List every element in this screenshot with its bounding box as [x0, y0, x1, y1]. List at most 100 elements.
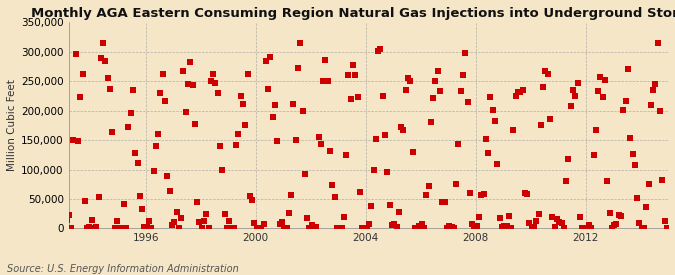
Point	[118, 201, 129, 206]
Point	[123, 125, 134, 129]
Point	[190, 122, 200, 126]
Point	[421, 193, 432, 197]
Point	[318, 79, 329, 84]
Point	[481, 136, 491, 141]
Point	[290, 138, 301, 142]
Point	[109, 226, 120, 231]
Point	[323, 78, 333, 83]
Point	[435, 89, 446, 94]
Point	[167, 222, 178, 227]
Point	[162, 174, 173, 178]
Point	[506, 226, 516, 231]
Point	[185, 60, 196, 64]
Point	[460, 50, 470, 55]
Point	[437, 200, 448, 204]
Point	[572, 80, 583, 85]
Point	[455, 89, 466, 94]
Point	[579, 226, 590, 231]
Point	[625, 136, 636, 140]
Point	[540, 68, 551, 73]
Point	[616, 214, 626, 218]
Point	[311, 225, 322, 229]
Point	[375, 46, 386, 51]
Point	[98, 41, 109, 45]
Point	[208, 72, 219, 76]
Point	[263, 87, 273, 92]
Point	[336, 226, 347, 231]
Point	[405, 78, 416, 83]
Point	[643, 182, 654, 186]
Point	[510, 94, 521, 98]
Point	[244, 194, 255, 198]
Point	[591, 128, 601, 132]
Point	[286, 192, 296, 197]
Point	[655, 109, 666, 113]
Point	[538, 84, 549, 89]
Point	[346, 97, 356, 102]
Point	[497, 225, 508, 229]
Point	[439, 199, 450, 204]
Point	[173, 226, 184, 231]
Point	[485, 95, 496, 99]
Point	[114, 226, 125, 231]
Point	[597, 95, 608, 100]
Point	[377, 93, 388, 98]
Point	[221, 226, 232, 231]
Point	[549, 225, 560, 230]
Point	[226, 226, 237, 231]
Point	[236, 94, 246, 98]
Point	[70, 52, 81, 56]
Point	[284, 211, 294, 215]
Point	[247, 198, 258, 202]
Point	[614, 213, 624, 218]
Point	[428, 95, 439, 100]
Point	[593, 89, 603, 94]
Point	[366, 204, 377, 208]
Point	[352, 95, 363, 99]
Point	[348, 63, 358, 67]
Point	[88, 226, 99, 231]
Point	[180, 110, 191, 114]
Point	[251, 226, 262, 230]
Point	[304, 226, 315, 231]
Point	[171, 210, 182, 214]
Point	[373, 48, 383, 53]
Point	[512, 90, 523, 95]
Point	[238, 102, 248, 106]
Point	[169, 220, 180, 224]
Point	[361, 226, 372, 231]
Point	[620, 98, 631, 103]
Point	[416, 222, 427, 226]
Point	[611, 222, 622, 226]
Point	[139, 225, 150, 230]
Point	[215, 144, 225, 148]
Point	[517, 88, 528, 92]
Point	[327, 183, 338, 188]
Point	[224, 219, 235, 223]
Point	[178, 69, 189, 73]
Point	[134, 194, 145, 198]
Point	[194, 219, 205, 224]
Point	[210, 81, 221, 86]
Point	[80, 199, 90, 203]
Point	[602, 179, 613, 183]
Point	[130, 151, 140, 155]
Point	[63, 212, 74, 217]
Point	[116, 226, 127, 231]
Point	[132, 161, 143, 165]
Point	[499, 224, 510, 228]
Point	[359, 226, 370, 231]
Point	[288, 101, 299, 106]
Point	[259, 222, 269, 226]
Point	[254, 226, 265, 231]
Point	[639, 226, 649, 231]
Point	[652, 41, 663, 45]
Point	[462, 100, 473, 104]
Point	[629, 163, 640, 167]
Point	[492, 162, 503, 166]
Point	[586, 226, 597, 231]
Point	[641, 204, 651, 209]
Point	[146, 226, 157, 231]
Point	[68, 137, 79, 142]
Point	[300, 172, 310, 177]
